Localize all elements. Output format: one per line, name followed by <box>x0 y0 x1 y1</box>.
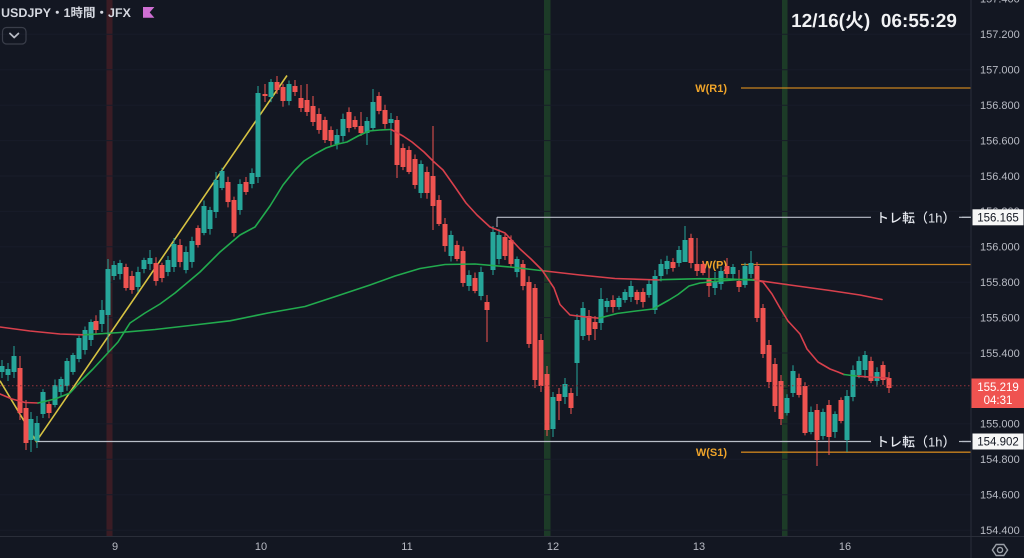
svg-text:155.000: 155.000 <box>980 419 1020 431</box>
svg-text:04:31: 04:31 <box>984 395 1013 407</box>
svg-text:155.219: 155.219 <box>977 382 1019 394</box>
svg-text:157.000: 157.000 <box>980 65 1020 77</box>
svg-text:156.600: 156.600 <box>980 135 1020 147</box>
svg-text:16: 16 <box>839 541 851 553</box>
svg-text:W(S1): W(S1) <box>696 447 728 459</box>
svg-text:9: 9 <box>112 541 118 553</box>
svg-text:156.400: 156.400 <box>980 171 1020 183</box>
svg-text:154.902: 154.902 <box>977 437 1019 449</box>
svg-text:155.800: 155.800 <box>980 277 1020 289</box>
svg-text:156.800: 156.800 <box>980 100 1020 112</box>
svg-text:154.400: 154.400 <box>980 525 1020 537</box>
svg-text:12: 12 <box>547 541 559 553</box>
svg-text:11: 11 <box>401 541 412 553</box>
svg-text:156.165: 156.165 <box>977 212 1019 224</box>
svg-text:W(R1): W(R1) <box>695 83 727 95</box>
svg-text:154.600: 154.600 <box>980 490 1020 502</box>
svg-text:10: 10 <box>255 541 267 553</box>
svg-text:157.400: 157.400 <box>980 0 1020 6</box>
svg-text:155.600: 155.600 <box>980 312 1020 324</box>
svg-text:155.400: 155.400 <box>980 348 1020 360</box>
svg-text:13: 13 <box>693 541 705 553</box>
svg-text:156.000: 156.000 <box>980 242 1020 254</box>
svg-text:157.200: 157.200 <box>980 29 1020 41</box>
svg-text:W(P): W(P) <box>702 260 727 272</box>
svg-text:154.800: 154.800 <box>980 454 1020 466</box>
